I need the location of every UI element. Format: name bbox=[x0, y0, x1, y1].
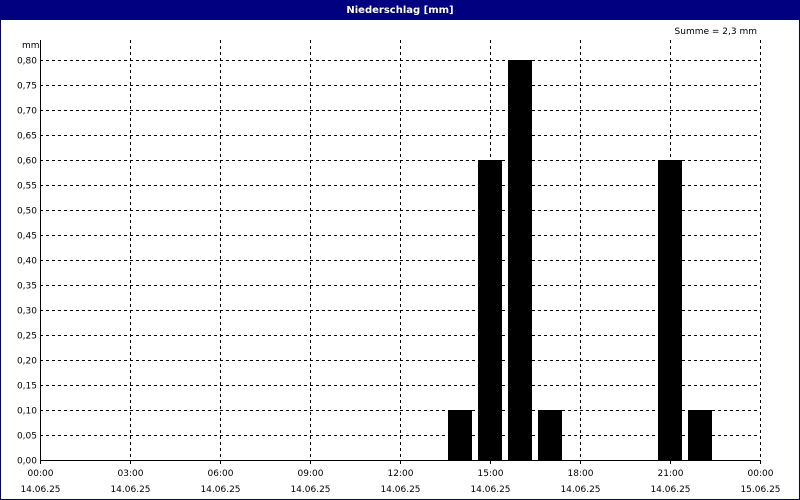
y-tick-label: 0,10 bbox=[17, 407, 37, 417]
y-tick-label: 0,55 bbox=[17, 182, 37, 192]
x-tick-date-label: 14.06.25 bbox=[470, 485, 510, 495]
y-tick-label: 0,80 bbox=[17, 57, 37, 67]
y-tick-label: 0,20 bbox=[17, 357, 37, 367]
x-tick-date-label: 14.06.25 bbox=[560, 485, 600, 495]
chart-title: Niederschlag [mm] bbox=[1, 1, 799, 20]
x-tick-time-label: 15:00 bbox=[478, 469, 504, 479]
x-tick-time-label: 09:00 bbox=[298, 469, 324, 479]
precipitation-bar bbox=[478, 160, 502, 460]
x-tick-date-label: 14.06.25 bbox=[290, 485, 330, 495]
bars bbox=[448, 60, 712, 460]
x-tick-time-label: 21:00 bbox=[658, 469, 684, 479]
x-tick-date-label: 14.06.25 bbox=[650, 485, 690, 495]
y-axis-unit-label: mm bbox=[22, 41, 40, 51]
sum-annotation: Summe = 2,3 mm bbox=[675, 27, 757, 37]
y-tick-label: 0,15 bbox=[17, 382, 37, 392]
x-tick-date-label: 14.06.25 bbox=[20, 485, 60, 495]
y-tick-label: 0,75 bbox=[17, 82, 37, 92]
precipitation-bar bbox=[508, 60, 532, 460]
y-tick-label: 0,30 bbox=[17, 307, 37, 317]
y-tick-label: 0,25 bbox=[17, 332, 37, 342]
y-tick-label: 0,05 bbox=[17, 432, 37, 442]
y-tick-label: 0,00 bbox=[17, 457, 37, 467]
x-tick-time-label: 00:00 bbox=[28, 469, 54, 479]
x-tick-date-label: 14.06.25 bbox=[200, 485, 240, 495]
precipitation-bar bbox=[448, 410, 472, 460]
precipitation-bar bbox=[538, 410, 562, 460]
x-tick-time-label: 06:00 bbox=[208, 469, 234, 479]
y-tick-label: 0,60 bbox=[17, 157, 37, 167]
axes bbox=[40, 40, 761, 464]
x-tick-time-label: 00:00 bbox=[748, 469, 774, 479]
x-tick-date-label: 15.06.25 bbox=[740, 485, 780, 495]
y-tick-label: 0,65 bbox=[17, 132, 37, 142]
x-tick-time-label: 18:00 bbox=[568, 469, 594, 479]
y-tick-label: 0,40 bbox=[17, 257, 37, 267]
x-tick-date-label: 14.06.25 bbox=[380, 485, 420, 495]
precipitation-bar bbox=[688, 410, 712, 460]
y-tick-label: 0,70 bbox=[17, 107, 37, 117]
x-tick-date-label: 14.06.25 bbox=[110, 485, 150, 495]
x-tick-time-label: 12:00 bbox=[388, 469, 414, 479]
x-tick-time-label: 03:00 bbox=[118, 469, 144, 479]
precipitation-bar bbox=[658, 160, 682, 460]
grid-lines bbox=[40, 40, 761, 460]
y-tick-label: 0,45 bbox=[17, 232, 37, 242]
tick-labels: 0,00 0,05 0,10 0,15 0,20 0,25 0,30 0,35 0,40 0,45… bbox=[17, 57, 781, 496]
y-tick-label: 0,35 bbox=[17, 282, 37, 292]
y-tick-label: 0,50 bbox=[17, 207, 37, 217]
